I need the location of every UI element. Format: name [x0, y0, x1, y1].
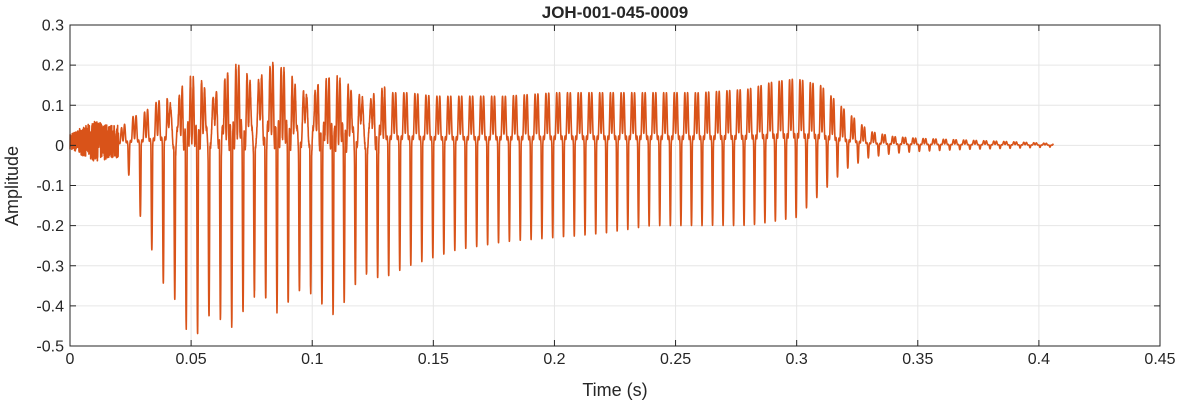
waveform-line	[69, 61, 1055, 335]
series-layer	[69, 61, 1055, 335]
x-tick-label: 0.05	[176, 351, 207, 368]
x-axis-ticks: 0 0.05 0.1 0.15 0.2 0.25 0.3 0.35 0.4 0.45	[66, 25, 1176, 368]
x-tick-label: 0.15	[418, 351, 449, 368]
x-tick-label: 0.35	[902, 351, 933, 368]
y-tick-label: 0.1	[42, 98, 64, 115]
y-axis-ticks: 0.3 0.2 0.1 0 -0.1 -0.2 -0.3 -0.4 -0.5	[36, 18, 1160, 356]
y-tick-label: -0.2	[36, 218, 64, 235]
y-tick-label: -0.1	[36, 178, 64, 195]
chart-title: JOH-001-045-0009	[542, 3, 688, 22]
y-axis-label: Amplitude	[2, 146, 22, 226]
x-tick-label: 0.4	[1028, 351, 1050, 368]
x-axis-label: Time (s)	[582, 380, 647, 400]
x-tick-label: 0.45	[1144, 351, 1175, 368]
y-tick-label: 0	[55, 138, 64, 155]
y-tick-label: -0.5	[36, 339, 64, 356]
y-tick-label: -0.4	[36, 298, 64, 315]
y-tick-label: -0.3	[36, 258, 64, 275]
x-tick-label: 0.1	[301, 351, 323, 368]
x-tick-label: 0	[66, 351, 75, 368]
y-tick-label: 0.3	[42, 18, 64, 35]
x-tick-label: 0.3	[786, 351, 808, 368]
x-tick-label: 0.2	[543, 351, 565, 368]
y-tick-label: 0.2	[42, 58, 64, 75]
x-tick-label: 0.25	[660, 351, 691, 368]
